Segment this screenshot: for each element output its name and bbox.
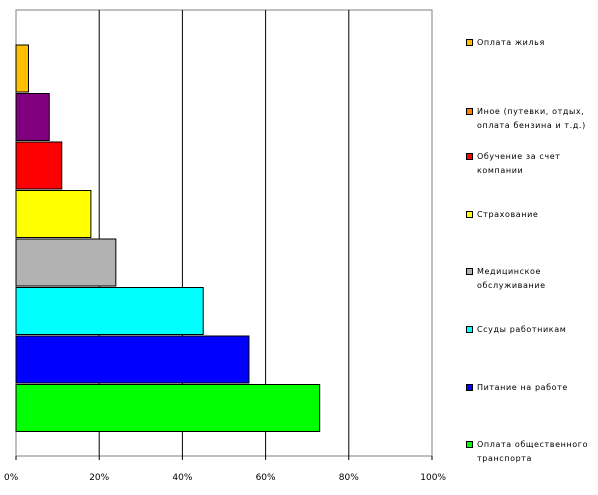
bar-7 (15, 335, 250, 384)
legend-label: Оплата жилья (477, 38, 545, 47)
bar-8 (15, 384, 321, 432)
legend-label: Ссуды работникам (477, 325, 567, 334)
legend-swatch (466, 326, 473, 333)
legend-item: Иное (путевки, отдых, оплата бензина и т… (466, 105, 594, 133)
legend-label: Страхование (477, 210, 539, 219)
legend-label: Обучение за счет компании (477, 152, 561, 175)
x-tick-label: 80% (339, 473, 359, 483)
legend-item: Медицинское обслуживание (466, 265, 594, 293)
legend-swatch (466, 268, 473, 275)
bars (15, 44, 321, 432)
legend-label: Медицинское обслуживание (477, 267, 546, 290)
legend-swatch (466, 211, 473, 218)
legend-item: Оплата жилья (466, 36, 594, 50)
x-tick-label: 40% (172, 473, 192, 483)
legend-label: Иное (путевки, отдых, оплата бензина и т… (477, 107, 586, 130)
legend-swatch (466, 384, 473, 391)
bar-1 (15, 44, 29, 93)
legend-swatch (466, 153, 473, 160)
x-axis-ticks: 0% 20% 40% 60% 80% 100% (4, 456, 446, 483)
bar-6 (15, 287, 204, 335)
legend-swatch (466, 441, 473, 448)
legend-label: Оплата общественного транспорта (477, 440, 589, 463)
legend-item: Оплата общественного транспорта (466, 438, 594, 466)
legend-item: Страхование (466, 208, 594, 222)
legend-swatch (466, 108, 473, 115)
legend-item: Ссуды работникам (466, 323, 594, 337)
legend-label: Питание на работе (477, 383, 568, 392)
bar-2 (15, 93, 50, 141)
legend-item: Питание на работе (466, 381, 594, 395)
bar-5 (15, 238, 117, 287)
bar-4 (15, 190, 92, 238)
legend-item: Обучение за счет компании (466, 150, 594, 178)
bar-3 (15, 141, 63, 190)
x-tick-label: 0% (4, 473, 19, 483)
legend-swatch (466, 39, 473, 46)
x-tick-label: 100% (420, 473, 446, 483)
x-tick-label: 60% (256, 473, 276, 483)
x-tick-label: 20% (89, 473, 109, 483)
